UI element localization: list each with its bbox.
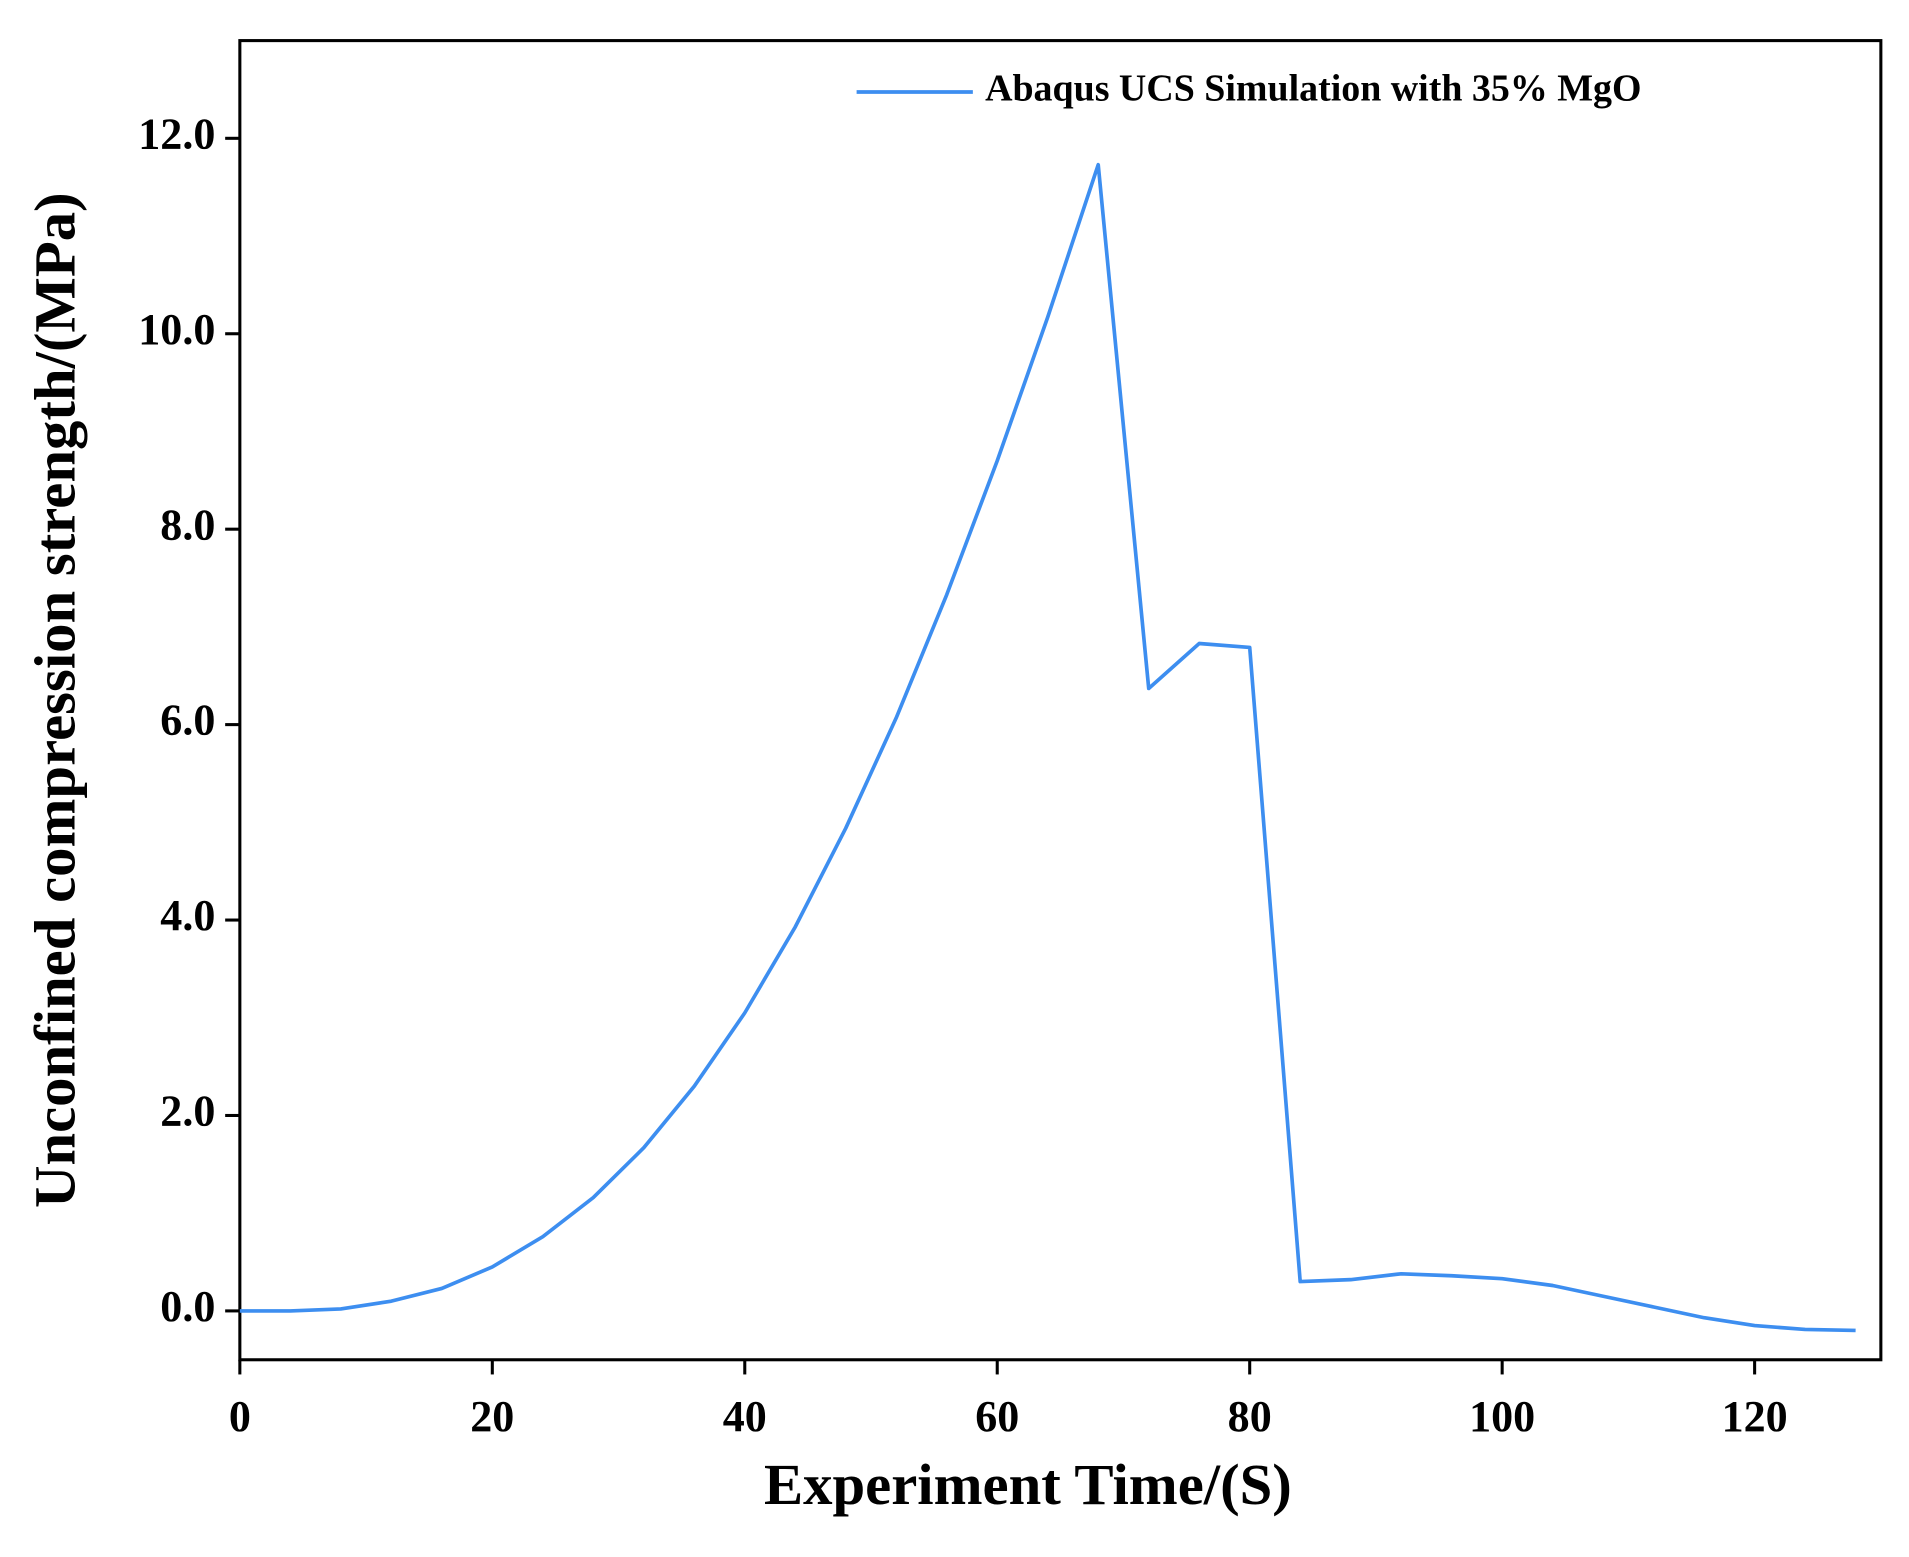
y-tick-label: 0.0 bbox=[160, 1282, 215, 1331]
y-tick-label: 12.0 bbox=[138, 109, 215, 158]
x-axis-title: Experiment Time/(S) bbox=[764, 1452, 1292, 1517]
x-tick-label: 40 bbox=[723, 1392, 767, 1441]
y-tick-label: 10.0 bbox=[138, 305, 215, 354]
y-tick-label: 6.0 bbox=[160, 696, 215, 745]
x-tick-label: 20 bbox=[470, 1392, 514, 1441]
x-tick-label: 60 bbox=[975, 1392, 1019, 1441]
data-line bbox=[239, 162, 1856, 1333]
x-tick-label: 100 bbox=[1469, 1392, 1535, 1441]
x-tick-label: 120 bbox=[1722, 1392, 1788, 1441]
x-tick-label: 0 bbox=[229, 1392, 251, 1441]
y-axis-title: Unconfined compression strength/(MPa) bbox=[23, 192, 88, 1208]
legend-label: Abaqus UCS Simulation with 35% MgO bbox=[985, 68, 1641, 110]
plot-frame bbox=[238, 39, 1883, 1362]
x-tick-label: 80 bbox=[1228, 1392, 1272, 1441]
y-tick-label: 8.0 bbox=[160, 500, 215, 549]
y-tick-label: 4.0 bbox=[160, 891, 215, 940]
y-tick-label: 2.0 bbox=[160, 1087, 215, 1136]
